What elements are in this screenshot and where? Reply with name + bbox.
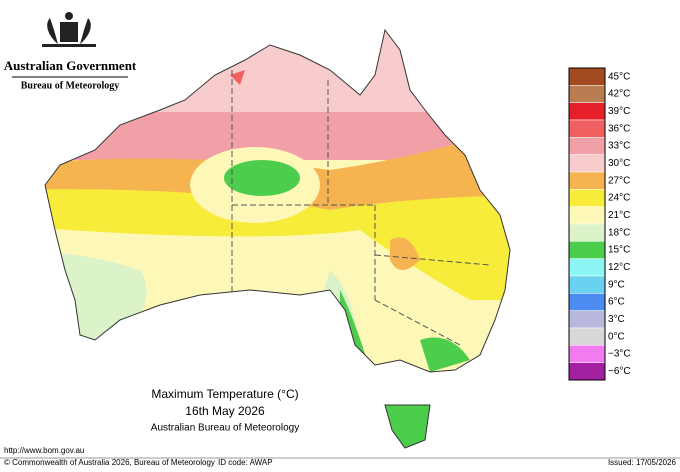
- legend-swatch: [568, 67, 606, 86]
- legend-swatch: [568, 241, 606, 259]
- legend-label: 9°C: [608, 279, 625, 290]
- legend-label: −3°C: [608, 349, 631, 360]
- legend-label: 30°C: [608, 158, 630, 169]
- legend-swatch: [568, 275, 606, 294]
- legend-label: 15°C: [608, 245, 630, 256]
- footer-issued: Issued: 17/05/2026: [608, 458, 677, 467]
- legend-label: 6°C: [608, 297, 625, 308]
- legend-swatch: [568, 85, 606, 103]
- legend-swatch: [568, 137, 606, 155]
- footer-id: ID code: AWAP: [218, 458, 273, 467]
- legend-swatch: [568, 154, 606, 173]
- legend-label: 42°C: [608, 89, 630, 100]
- agency-name: Bureau of Meteorology: [21, 80, 120, 91]
- legend-swatch: [568, 345, 606, 363]
- legend-label: 0°C: [608, 331, 625, 342]
- footer-url: http://www.bom.gov.au: [4, 446, 84, 455]
- legend-swatch: [568, 362, 606, 381]
- legend-label: 21°C: [608, 210, 630, 221]
- legend: 45°C 42°C 39°C 36°C 33°C 30°C 27°C 24°C 21°C 18°C…: [568, 67, 631, 381]
- coat-of-arms: [42, 12, 96, 47]
- footer-copyright: © Commonwealth of Australia 2026, Bureau…: [4, 458, 215, 467]
- legend-swatch: [568, 223, 606, 242]
- legend-swatch: [568, 102, 606, 121]
- tasmania: [384, 404, 431, 449]
- legend-swatch: [568, 119, 606, 138]
- legend-label: −6°C: [608, 366, 631, 377]
- legend-frame: [568, 67, 606, 381]
- map-title: Maximum Temperature (°C): [151, 387, 298, 401]
- legend-swatch: [568, 258, 606, 277]
- coastline: [44, 28, 511, 373]
- legend-label: 3°C: [608, 314, 625, 325]
- legend-label: 12°C: [608, 262, 630, 273]
- government-name: Australian Government: [4, 58, 137, 73]
- legend-swatch: [568, 310, 606, 329]
- legend-label: 24°C: [608, 193, 630, 204]
- legend-label: 36°C: [608, 123, 630, 134]
- legend-label: 18°C: [608, 227, 630, 238]
- legend-label: 45°C: [608, 71, 630, 82]
- legend-swatch: [568, 206, 606, 225]
- legend-swatch: [568, 171, 606, 190]
- map-date: 16th May 2026: [185, 404, 265, 418]
- state-borders: [231, 70, 491, 346]
- legend-label: 27°C: [608, 175, 630, 186]
- map-source: Australian Bureau of Meteorology: [151, 423, 299, 434]
- legend-swatch: [568, 293, 606, 311]
- legend-swatch: [568, 327, 606, 346]
- legend-label: 33°C: [608, 141, 630, 152]
- legend-swatch: [568, 189, 606, 207]
- legend-label: 39°C: [608, 106, 630, 117]
